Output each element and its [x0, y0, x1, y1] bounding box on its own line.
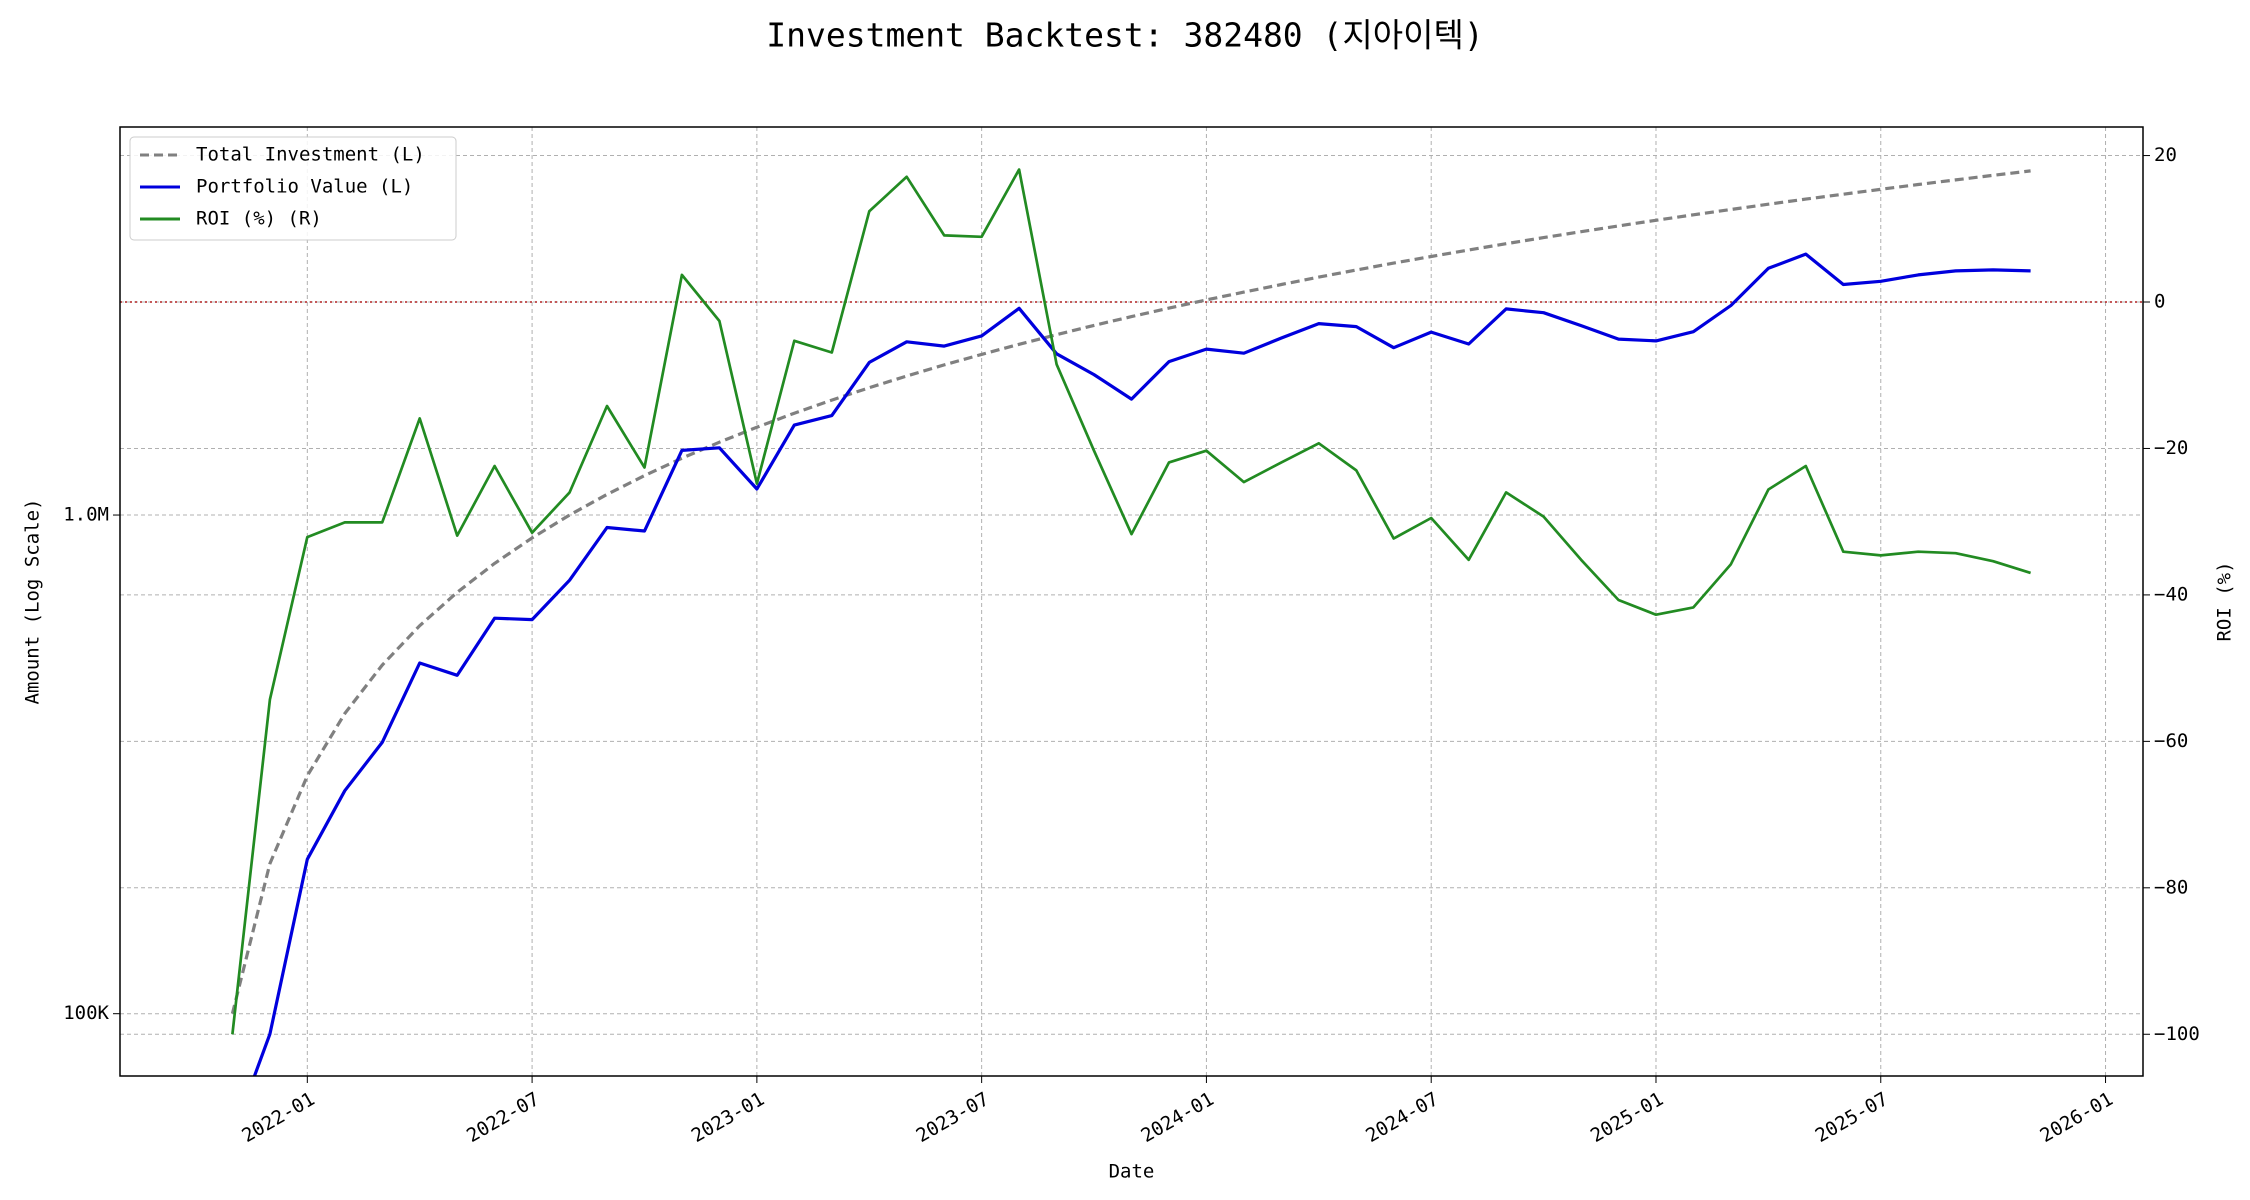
y2-tick-label: −40 — [2154, 583, 2188, 605]
x-tick-label: 2023-01 — [688, 1088, 768, 1147]
x-tick-label: 2025-01 — [1587, 1088, 1667, 1147]
x-tick-label: 2026-01 — [2036, 1088, 2116, 1147]
plot-area — [120, 168, 2143, 1076]
y-tick-label: 1.0M — [63, 504, 109, 526]
plot-frame — [119, 126, 2144, 1077]
series-line — [230, 169, 2031, 1015]
y2-tick-label: −100 — [2154, 1023, 2200, 1045]
y-axis-label: Amount (Log Scale) — [22, 499, 44, 705]
x-tick-label: 2022-07 — [463, 1088, 543, 1147]
y2-tick-label: −60 — [2154, 730, 2188, 752]
legend-label: Total Investment (L) — [196, 144, 425, 166]
x-axis-label: Date — [1109, 1161, 1155, 1183]
x-tick-label: 2023-07 — [913, 1088, 993, 1147]
y2-tick-label: 0 — [2154, 291, 2165, 313]
series-line — [252, 252, 2031, 1076]
chart-title: Investment Backtest: 382480 (지아이텍) — [766, 16, 1483, 55]
legend-label: ROI (%) (R) — [196, 208, 322, 230]
legend-label: Portfolio Value (L) — [196, 176, 413, 198]
y2-tick-label: 20 — [2154, 144, 2177, 166]
x-tick-label: 2025-07 — [1812, 1088, 1892, 1147]
x-tick-label: 2022-01 — [238, 1088, 318, 1147]
series-line — [231, 168, 2032, 1035]
y2-axis-label: ROI (%) — [2214, 561, 2236, 641]
y2-tick-label: −80 — [2154, 876, 2188, 898]
y-tick-label: 100K — [63, 1002, 109, 1024]
legend-box — [129, 136, 457, 241]
y2-tick-label: −20 — [2154, 437, 2188, 459]
x-tick-label: 2024-01 — [1137, 1088, 1217, 1147]
x-tick-label: 2024-07 — [1362, 1088, 1442, 1147]
